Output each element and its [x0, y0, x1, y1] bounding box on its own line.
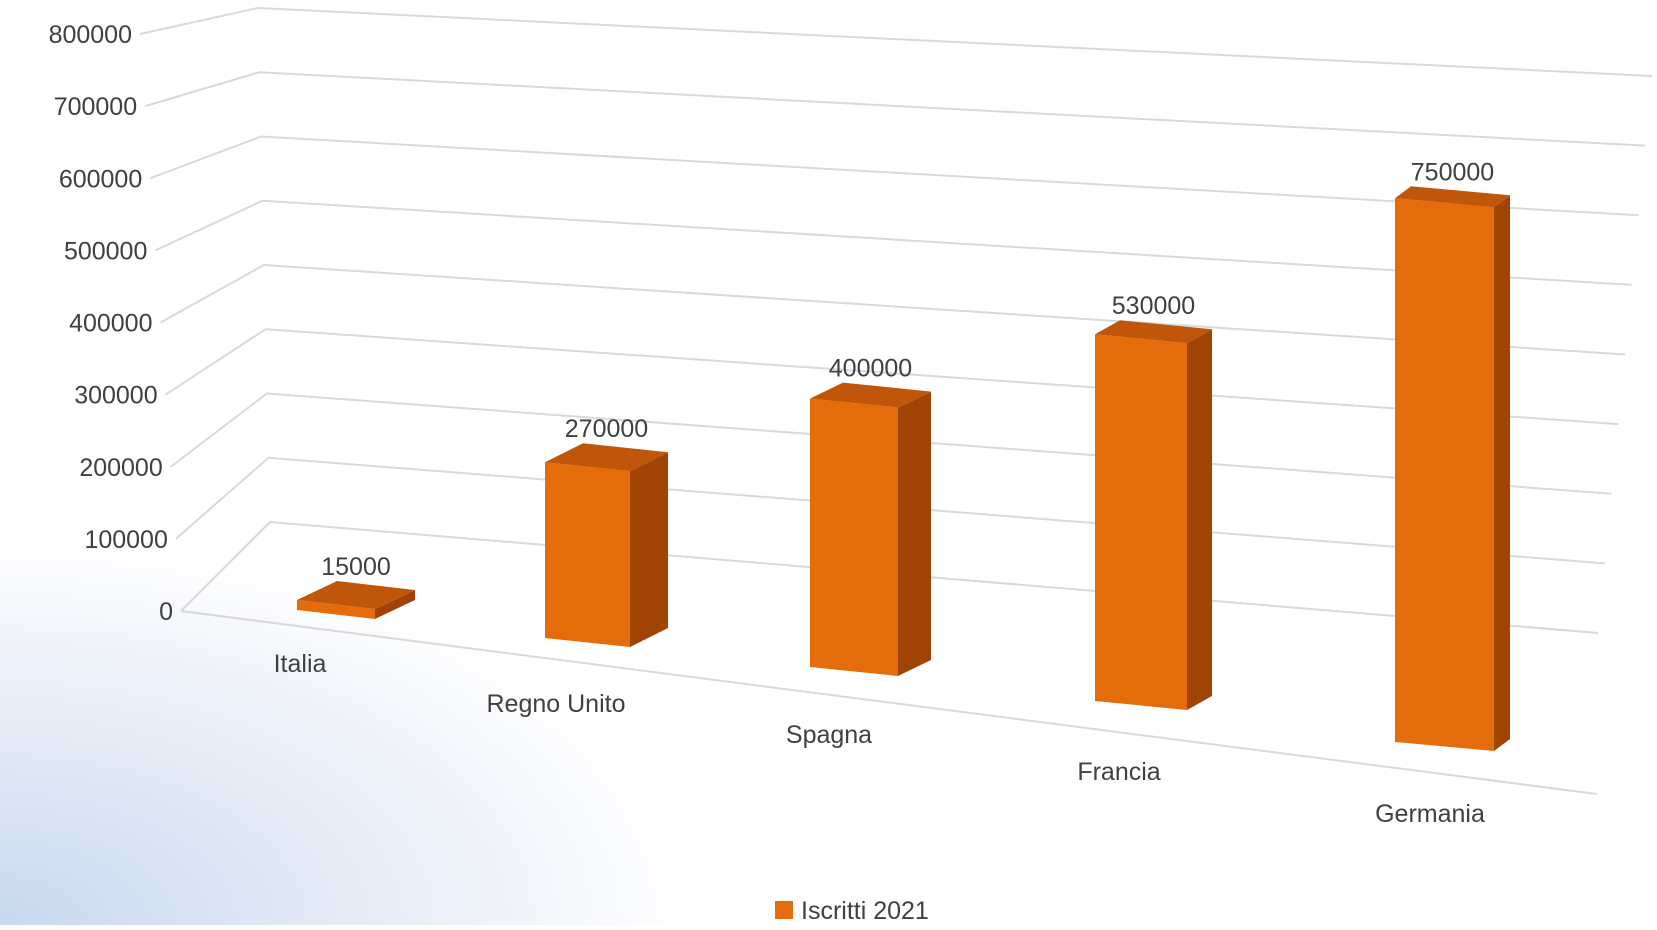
bars	[297, 186, 1510, 751]
gridline	[139, 6, 1653, 77]
bar-germania	[1395, 186, 1510, 751]
x-axis-categories: Italia Regno Unito Spagna Francia Germania	[274, 650, 1485, 828]
bar-top	[545, 443, 668, 472]
y-tick-label: 200000	[79, 454, 162, 482]
gridlines	[139, 6, 1653, 795]
category-label: Germania	[1375, 800, 1485, 828]
bar-front	[1095, 334, 1187, 710]
legend-swatch	[775, 901, 793, 919]
data-label: 400000	[829, 355, 912, 383]
bar-side	[375, 590, 415, 619]
category-label: Francia	[1077, 758, 1160, 786]
y-tick-label: 500000	[64, 237, 147, 265]
legend-label: Iscritti 2021	[801, 897, 929, 925]
bar-front	[810, 398, 898, 676]
gridline	[154, 199, 1632, 286]
data-label: 270000	[565, 415, 648, 443]
y-tick-label: 800000	[49, 21, 132, 49]
y-axis-ticks: 0 100000 200000 300000 400000 500000 600000 700…	[49, 21, 173, 626]
bar-top	[1395, 186, 1510, 208]
gridline	[144, 71, 1646, 147]
category-label: Regno Unito	[487, 690, 626, 718]
bar-francia	[1095, 320, 1212, 710]
legend: Iscritti 2021	[775, 897, 929, 925]
category-label: Italia	[274, 650, 327, 678]
bar-regno-unito	[545, 443, 668, 647]
gridline	[149, 135, 1639, 217]
bar-top	[810, 382, 931, 408]
bar-italia	[297, 581, 415, 619]
y-tick-label: 300000	[74, 382, 157, 410]
data-label: 750000	[1411, 158, 1494, 186]
data-label: 530000	[1112, 292, 1195, 320]
bar-side	[898, 391, 931, 676]
bar-top	[1095, 320, 1212, 344]
y-tick-label: 600000	[59, 165, 142, 193]
bar-side	[630, 452, 668, 647]
data-label: 15000	[321, 553, 391, 581]
y-tick-label: 700000	[54, 93, 137, 121]
bar-front	[545, 462, 630, 647]
bar-top	[297, 581, 415, 609]
floor-edge	[180, 610, 1598, 795]
bar-front	[1395, 198, 1494, 751]
bar-side	[1494, 195, 1510, 751]
y-tick-label: 0	[159, 598, 173, 626]
gridline	[160, 263, 1626, 356]
bar-side	[1187, 329, 1212, 710]
bar-front	[297, 600, 375, 619]
y-tick-label: 100000	[84, 526, 167, 554]
bar-spagna	[810, 382, 931, 676]
y-tick-label: 400000	[69, 310, 152, 338]
data-labels: 15000 270000 400000 530000 750000	[321, 158, 1494, 581]
category-label: Spagna	[786, 721, 872, 749]
